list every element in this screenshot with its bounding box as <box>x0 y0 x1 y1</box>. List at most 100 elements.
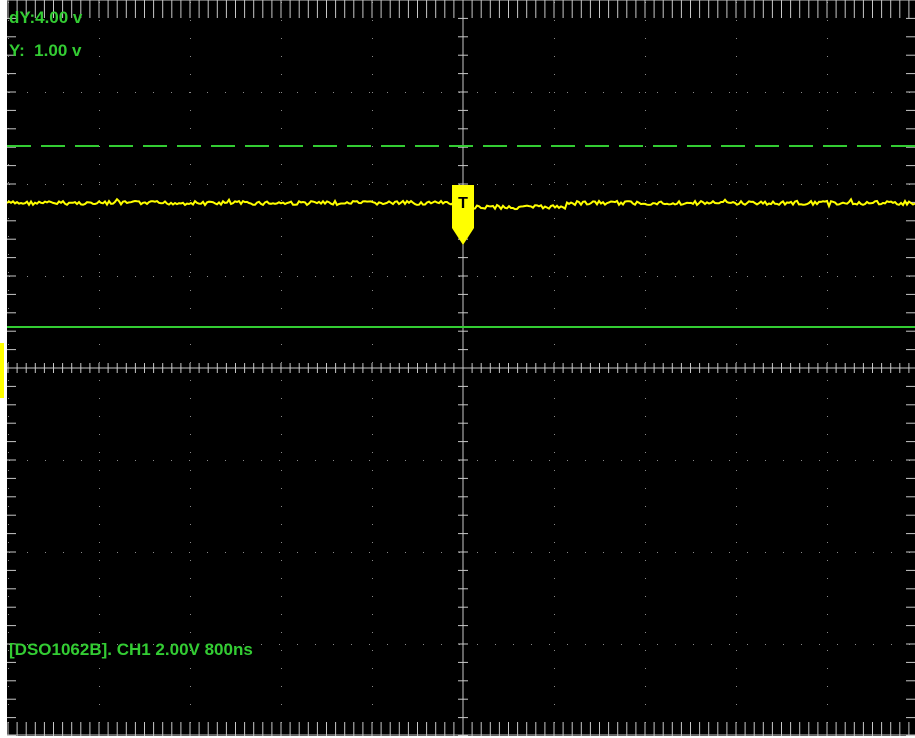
grid-dot <box>243 276 244 277</box>
grid-dot <box>645 578 646 579</box>
trigger-marker[interactable]: T <box>452 185 474 245</box>
grid-dot <box>554 650 555 651</box>
grid-dot <box>99 308 100 309</box>
grid-dot <box>281 200 282 201</box>
grid-dot <box>645 146 646 147</box>
ch1-ground-marker[interactable] <box>0 343 4 398</box>
grid-dot <box>423 644 424 645</box>
grid-dot <box>190 506 191 507</box>
grid-dot <box>645 524 646 525</box>
grid-dot <box>190 200 191 201</box>
grid-dot <box>8 452 9 453</box>
grid-dot <box>372 560 373 561</box>
grid-dot <box>891 644 892 645</box>
grid-dot <box>372 632 373 633</box>
grid-dot <box>554 398 555 399</box>
grid-dot <box>765 552 766 553</box>
grid-dot <box>135 92 136 93</box>
grid-dot <box>372 290 373 291</box>
grid-dot <box>8 308 9 309</box>
grid-dot <box>603 184 604 185</box>
grid-dot <box>585 92 586 93</box>
grid-dot <box>99 200 100 201</box>
grid-dot <box>729 184 730 185</box>
grid-dot <box>279 552 280 553</box>
grid-dot <box>281 380 282 381</box>
grid-dot <box>554 92 555 93</box>
grid-dot <box>8 74 9 75</box>
grid-dot <box>99 650 100 651</box>
grid-dot <box>645 92 646 93</box>
grid-dot <box>8 668 9 669</box>
grid-dot <box>827 20 828 21</box>
grid-dot <box>315 184 316 185</box>
grid-dot <box>736 56 737 57</box>
grid-dot <box>819 644 820 645</box>
grid-dot <box>783 184 784 185</box>
grid-dot <box>645 20 646 21</box>
grid-dot <box>554 128 555 129</box>
grid-dot <box>63 92 64 93</box>
grid-dot <box>675 460 676 461</box>
grid-dot <box>729 276 730 277</box>
grid-dot <box>45 276 46 277</box>
grid-dot <box>477 644 478 645</box>
grid-dot <box>441 460 442 461</box>
grid-dot <box>736 542 737 543</box>
grid-dot <box>827 290 828 291</box>
grid-dot <box>281 614 282 615</box>
grid-dot <box>621 276 622 277</box>
grid-dot <box>207 92 208 93</box>
grid-dot <box>372 38 373 39</box>
grid-dot <box>645 650 646 651</box>
grid-dot <box>827 110 828 111</box>
grid-dot <box>891 276 892 277</box>
grid-dot <box>8 38 9 39</box>
grid-dot <box>243 184 244 185</box>
grid-dot <box>765 460 766 461</box>
grid-dot <box>8 596 9 597</box>
grid-dot <box>281 632 282 633</box>
grid-dot <box>190 470 191 471</box>
grid-dot <box>801 552 802 553</box>
grid-dot <box>27 276 28 277</box>
grid-dot <box>639 552 640 553</box>
grid-dot <box>477 184 478 185</box>
grid-dot <box>8 416 9 417</box>
grid-dot <box>736 470 737 471</box>
grid-dot <box>531 644 532 645</box>
grid-dot <box>531 552 532 553</box>
grid-dot <box>281 542 282 543</box>
grid-dot <box>554 542 555 543</box>
grid-dot <box>281 506 282 507</box>
grid-dot <box>765 644 766 645</box>
grid-dot <box>372 488 373 489</box>
grid-dot <box>171 552 172 553</box>
grid-dot <box>261 644 262 645</box>
grid-dot <box>333 644 334 645</box>
grid-dot <box>747 276 748 277</box>
grid-dot <box>207 276 208 277</box>
grid-dot <box>99 362 100 363</box>
grid-dot <box>153 92 154 93</box>
grid-dot <box>387 552 388 553</box>
grid-dot <box>99 184 100 185</box>
grid-dot <box>827 128 828 129</box>
grid-dot <box>837 92 838 93</box>
grid-dot <box>372 308 373 309</box>
grid-dot <box>645 74 646 75</box>
grid-dot <box>801 460 802 461</box>
grid-dot <box>281 254 282 255</box>
grid-dot <box>554 470 555 471</box>
scope-screen[interactable]: T dY:4.00 v Y: 1.00 v [DSO1062B]. CH1 2.… <box>7 0 915 736</box>
grid-dot <box>225 644 226 645</box>
grid-dot <box>351 92 352 93</box>
grid-dot <box>765 92 766 93</box>
grid-dot <box>554 380 555 381</box>
grid-dot <box>372 614 373 615</box>
grid-dot <box>8 344 9 345</box>
grid-dot <box>372 92 373 93</box>
grid-dot <box>99 704 100 705</box>
grid-dot <box>297 644 298 645</box>
grid-dot <box>99 290 100 291</box>
